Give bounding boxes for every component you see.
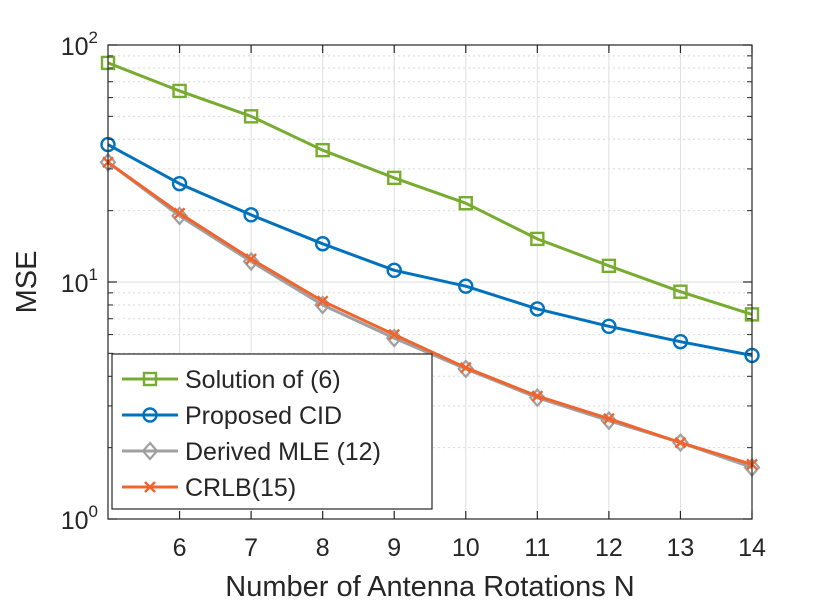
x-marker-stroke: [316, 295, 329, 308]
circle-marker: [142, 407, 158, 423]
series-proposed-cid: [100, 136, 760, 364]
x-marker: [173, 207, 186, 220]
y-tick-label: 101: [61, 265, 98, 298]
circle-marker: [171, 175, 188, 192]
legend-label: Proposed CID: [185, 402, 342, 430]
legend: Solution of (6) Proposed CID Derived MLE (…: [111, 353, 433, 510]
legend-entry: Solution of (6): [122, 366, 341, 394]
y-tick-label: 100: [61, 502, 98, 535]
square-marker: [243, 109, 259, 124]
circle-marker: [314, 236, 331, 252]
x-marker-stroke: [531, 390, 544, 402]
x-marker: [388, 328, 401, 341]
x-tick-label: 8: [316, 534, 330, 562]
series-line: [107, 143, 753, 357]
diamond-marker: [242, 251, 260, 272]
x-marker: [316, 295, 329, 308]
legend-entry: Derived MLE (12): [122, 438, 381, 466]
square-marker: [387, 170, 402, 186]
x-marker: [674, 436, 687, 449]
x-marker: [245, 253, 257, 265]
circle-marker: [672, 333, 689, 350]
y-axis-label: MSE: [11, 251, 43, 314]
x-marker-stroke: [603, 412, 615, 425]
square-marker: [142, 371, 158, 387]
x-tick-label: 14: [738, 534, 766, 562]
x-tick-label: 9: [387, 534, 401, 562]
y-tick-labels: 100 101 102: [61, 28, 98, 535]
series-solution-of-6: [100, 55, 760, 322]
legend-label: Solution of (6): [185, 366, 341, 394]
circle-marker: [243, 207, 259, 223]
series-line: [107, 61, 753, 316]
square-marker: [530, 231, 545, 247]
legend-entry: CRLB(15): [122, 474, 296, 502]
x-marker: [144, 481, 156, 493]
diamond-marker: [171, 206, 189, 226]
diamond-marker: [141, 441, 159, 461]
series-line: [107, 161, 753, 466]
x-marker-stroke: [245, 253, 257, 265]
x-axis-label: Number of Antenna Rotations N: [225, 571, 634, 603]
axis-ticks: [108, 44, 753, 520]
series-layer: [99, 55, 761, 478]
x-tick-label: 12: [595, 534, 623, 562]
x-tick-label: 10: [452, 534, 480, 562]
square-marker: [458, 196, 473, 211]
x-marker-stroke: [459, 361, 472, 374]
square-marker: [172, 83, 187, 99]
x-marker: [459, 361, 472, 374]
x-tick-label: 6: [173, 534, 187, 562]
x-marker-stroke: [388, 328, 401, 341]
x-tick-label: 13: [667, 534, 695, 562]
x-tick-label: 7: [244, 534, 258, 562]
circle-marker: [601, 318, 617, 335]
series-crlb-15: [102, 156, 758, 471]
legend-entry: Proposed CID: [122, 402, 342, 430]
circle-marker: [386, 262, 402, 279]
circle-marker: [529, 301, 546, 317]
x-tick-label: 11: [524, 534, 550, 562]
square-marker: [315, 142, 330, 158]
x-marker-stroke: [144, 481, 156, 493]
square-marker: [673, 284, 688, 299]
legend-label: Derived MLE (12): [185, 438, 381, 466]
x-marker: [603, 412, 615, 425]
square-marker: [601, 258, 617, 274]
x-marker: [531, 390, 544, 402]
x-marker-stroke: [674, 436, 687, 449]
x-marker-stroke: [173, 207, 186, 220]
circle-marker: [458, 278, 474, 294]
legend-label: CRLB(15): [185, 474, 296, 502]
y-tick-label: 102: [61, 28, 98, 61]
x-tick-labels: 6 7 8 9 10 11 12 13 14: [173, 534, 766, 562]
